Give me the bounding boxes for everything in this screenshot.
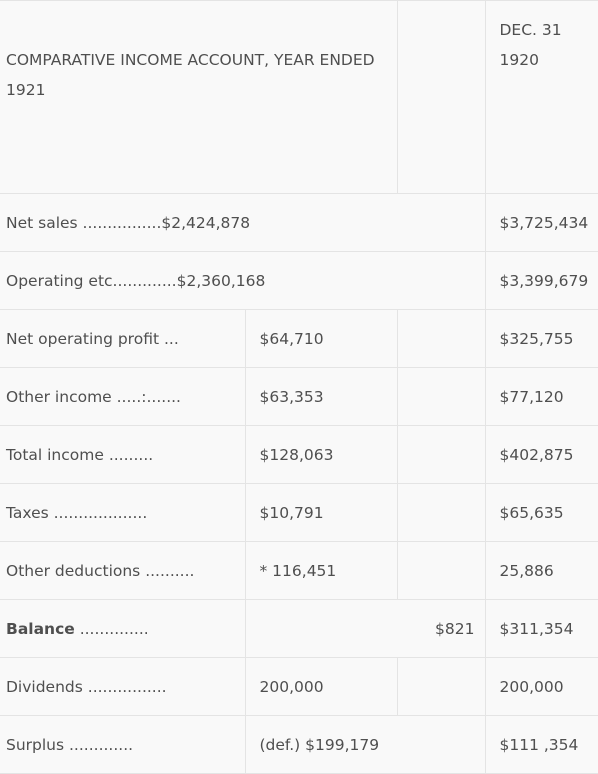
row-value-1920: $402,875 [485, 426, 598, 484]
row-label: Total income ......... [0, 426, 245, 484]
row-spacer [397, 368, 485, 426]
table-row-operating: Operating etc.............$2,360,168 $3,… [0, 252, 598, 310]
row-value-1921: * 116,451 [245, 542, 397, 600]
table-row-taxes: Taxes ................... $10,791 $65,63… [0, 484, 598, 542]
row-label: Net sales ................$2,424,878 [0, 194, 485, 252]
row-spacer [397, 658, 485, 716]
row-value-1920: $325,755 [485, 310, 598, 368]
row-spacer [397, 542, 485, 600]
row-value-1920: $111 ,354 [485, 716, 598, 774]
row-value-1920: $3,725,434 [485, 194, 598, 252]
table-row-dividends: Dividends ................ 200,000 200,0… [0, 658, 598, 716]
row-label-bold: Balance [6, 620, 75, 638]
row-label: Surplus ............. [0, 716, 245, 774]
row-spacer [397, 310, 485, 368]
table-header-row: COMPARATIVE INCOME ACCOUNT, YEAR ENDED 1… [0, 1, 598, 194]
row-value-1920: $311,354 [485, 600, 598, 658]
row-label: Other income .....:....... [0, 368, 245, 426]
row-value-1921: 200,000 [245, 658, 397, 716]
table-row-net-sales: Net sales ................$2,424,878 $3,… [0, 194, 598, 252]
header-date-line1: DEC. 31 [500, 15, 598, 45]
row-value-1920: $65,635 [485, 484, 598, 542]
row-label: Dividends ................ [0, 658, 245, 716]
row-label: Balance .............. [0, 600, 245, 658]
header-date-line2: 1920 [500, 45, 598, 75]
table-row-total-income: Total income ......... $128,063 $402,875 [0, 426, 598, 484]
table-title: COMPARATIVE INCOME ACCOUNT, YEAR ENDED 1… [0, 1, 397, 194]
table-row-other-deductions: Other deductions .......... * 116,451 25… [0, 542, 598, 600]
table-row-other-income: Other income .....:....... $63,353 $77,1… [0, 368, 598, 426]
row-label: Other deductions .......... [0, 542, 245, 600]
row-value-1921: $128,063 [245, 426, 397, 484]
row-value-1920: $3,399,679 [485, 252, 598, 310]
row-value-1921: (def.) $199,179 [245, 716, 485, 774]
row-value-1920: 25,886 [485, 542, 598, 600]
row-spacer [397, 484, 485, 542]
table-row-balance: Balance .............. $821 $311,354 [0, 600, 598, 658]
table-row-surplus: Surplus ............. (def.) $199,179 $1… [0, 716, 598, 774]
row-value-1921: $821 [245, 600, 485, 658]
row-label: Operating etc.............$2,360,168 [0, 252, 485, 310]
row-value-1921: $64,710 [245, 310, 397, 368]
table-row-net-operating-profit: Net operating profit ... $64,710 $325,75… [0, 310, 598, 368]
row-label-leader: .............. [75, 620, 149, 638]
row-label: Taxes ................... [0, 484, 245, 542]
row-value-1921-text: $821 [435, 620, 474, 638]
header-spacer-cell [397, 1, 485, 194]
row-value-1920: 200,000 [485, 658, 598, 716]
year-1920-header: DEC. 31 1920 [485, 1, 598, 194]
row-value-1920: $77,120 [485, 368, 598, 426]
row-label: Net operating profit ... [0, 310, 245, 368]
row-spacer [397, 426, 485, 484]
row-value-1921: $10,791 [245, 484, 397, 542]
row-value-1921: $63,353 [245, 368, 397, 426]
